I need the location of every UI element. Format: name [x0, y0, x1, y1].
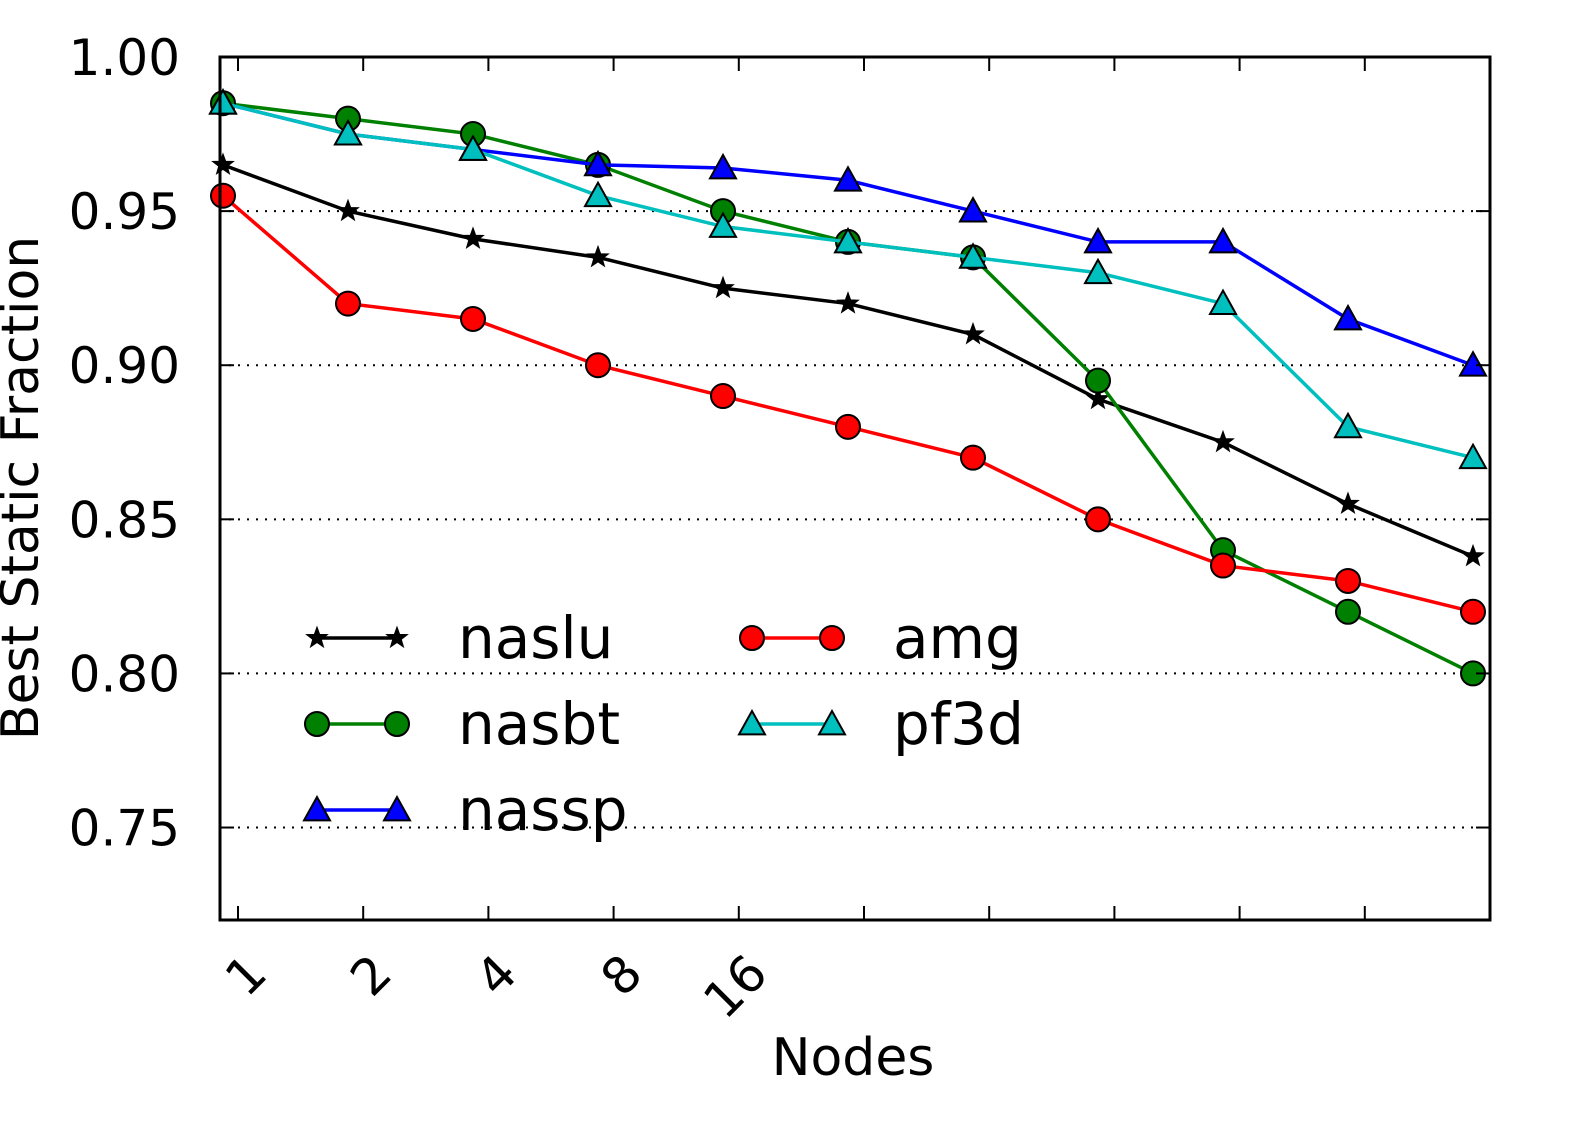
data-point-pf3d [458, 134, 488, 161]
series-layer [208, 88, 1488, 687]
data-point-pf3d [208, 88, 238, 115]
data-point-pf3d [708, 211, 738, 238]
data-point-naslu [336, 198, 360, 222]
legend-label: nassp [458, 776, 628, 844]
series-pf3d [208, 88, 1488, 470]
legend-item-naslu: naslu [305, 604, 613, 672]
data-point-amg [210, 182, 236, 209]
legend-item-amg: amg [739, 604, 1022, 672]
data-point-pf3d [833, 226, 863, 254]
data-point-amg [1335, 567, 1361, 594]
legend-marker [737, 708, 767, 736]
data-point-amg [1085, 506, 1111, 533]
data-point-nasbt [1335, 598, 1361, 625]
data-point-pf3d [1458, 442, 1488, 470]
data-point-naslu [836, 291, 860, 314]
data-point-nassp [1458, 350, 1488, 377]
y-tick-label: 0.80 [69, 645, 180, 703]
data-point-nassp [833, 165, 863, 192]
data-point-amg [335, 290, 361, 317]
x-axis-title: Nodes [772, 1028, 935, 1088]
data-point-amg [585, 352, 611, 379]
data-point-nassp [1083, 226, 1113, 254]
data-point-nassp [708, 152, 738, 180]
data-point-amg [1210, 552, 1236, 579]
legend-marker [302, 794, 332, 822]
data-point-naslu [211, 152, 235, 175]
legend-marker [382, 794, 412, 822]
legend-marker [305, 625, 329, 649]
legend-marker [384, 711, 410, 737]
legend-marker [817, 708, 847, 736]
data-point-pf3d [1333, 411, 1363, 439]
data-point-nassp [1333, 303, 1363, 331]
data-point-amg [1460, 598, 1486, 625]
legend-marker [819, 625, 845, 651]
data-point-pf3d [958, 242, 988, 269]
data-point-pf3d [1083, 257, 1113, 285]
data-point-naslu [1461, 543, 1485, 567]
legend-label: naslu [458, 604, 613, 672]
data-point-pf3d [583, 180, 613, 208]
data-point-naslu [586, 244, 610, 268]
plot-frame [218, 55, 1492, 922]
data-point-naslu [461, 226, 485, 249]
data-point-nassp [583, 149, 613, 177]
y-tick-label: 0.90 [69, 337, 180, 395]
y-tick-label: 0.85 [69, 491, 180, 549]
data-point-naslu [1086, 386, 1110, 410]
data-point-amg [460, 305, 486, 332]
legend-label: nasbt [458, 690, 620, 758]
legend-marker [385, 625, 409, 649]
data-point-pf3d [1208, 288, 1238, 315]
series-amg [210, 182, 1486, 625]
data-point-amg [835, 413, 861, 440]
data-point-naslu [1211, 429, 1235, 453]
data-point-nassp [958, 196, 988, 223]
y-tick-label: 0.95 [69, 183, 180, 241]
data-point-nasbt [1085, 367, 1111, 394]
data-point-amg [960, 444, 986, 471]
data-point-naslu [961, 321, 985, 345]
axis-ticks: 0.750.800.850.900.951.001 2 4 8 16 [69, 29, 1491, 1030]
legend: naslu nasbt nassp amg pf3d [302, 604, 1024, 844]
data-point-nassp [1208, 226, 1238, 254]
y-axis-title: Best Static Fraction [0, 236, 51, 740]
legend-item-nasbt: nasbt [304, 690, 620, 758]
legend-marker [304, 711, 330, 737]
data-point-naslu [1336, 491, 1360, 515]
data-point-pf3d [333, 118, 363, 146]
y-tick-label: 1.00 [69, 29, 180, 87]
y-tick-label: 0.75 [69, 800, 180, 858]
data-point-naslu [711, 275, 735, 299]
legend-item-nassp: nassp [302, 776, 628, 844]
legend-item-pf3d: pf3d [737, 690, 1024, 758]
legend-label: pf3d [893, 690, 1024, 758]
legend-label: amg [893, 604, 1022, 672]
data-point-amg [710, 383, 736, 410]
series-naslu [211, 152, 1485, 567]
legend-marker [739, 625, 765, 651]
